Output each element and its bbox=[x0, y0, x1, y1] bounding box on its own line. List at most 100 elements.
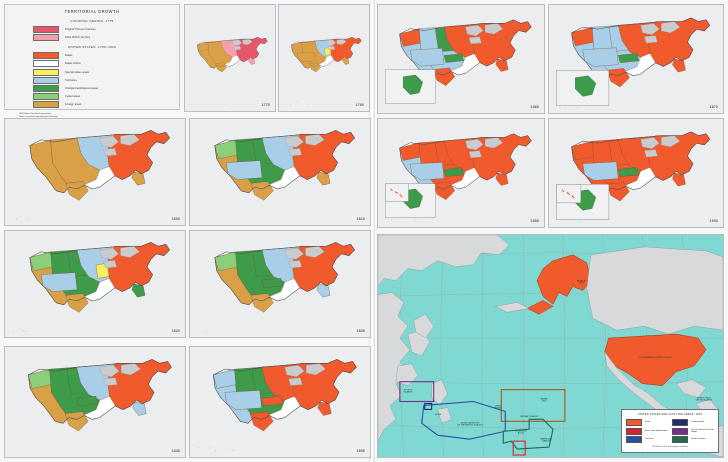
hawaii-inset bbox=[385, 183, 409, 202]
us-map-svg-1775 bbox=[187, 32, 273, 84]
map-panel-1800[interactable]: Territory of Mississippi established 179… bbox=[4, 118, 186, 226]
legend-colonial-label: Other British Territory bbox=[65, 36, 91, 40]
legend-panel: TERRITORIAL GROWTH COLONIAL PERIOD, 1775… bbox=[4, 4, 180, 138]
pacific-feature-label: AMERICAN SAMOA bbox=[540, 438, 552, 443]
map-panel-year: 1850 bbox=[356, 449, 365, 453]
legend-us-row: Special status areas bbox=[33, 68, 173, 76]
legend-us-row: Ceded areas bbox=[33, 93, 173, 101]
legend-us-label: States bbox=[65, 54, 73, 58]
map-panel-note-line: Boundaries between Great Britain and bbox=[190, 102, 223, 104]
map-panel-1870[interactable]: Alaska purchased from Russia, 1867 Indian… bbox=[548, 4, 724, 114]
pacific-feature-label: PUERTO RICO VIRGIN ISLANDS bbox=[695, 397, 713, 402]
map-panel-note: Gadsden Purchase from Mexico, 1853 bbox=[383, 107, 483, 109]
map-panel-inner: Hawaii annexed, 1898; Territory 1900 1900 bbox=[551, 121, 721, 225]
pacific-legend-item: Trust Territory of the Pacific Islands bbox=[672, 427, 714, 435]
map-panel-note-line: was begun in 1781 and completed in 1802. bbox=[284, 103, 321, 105]
pacific-outlying-areas-map[interactable]: ALASKA 1959 CONTERMINOUS UNITED STATES HAW… bbox=[377, 234, 724, 458]
map-region bbox=[261, 278, 284, 288]
legend-section-2-title: UNITED STATES, 1790–1920 bbox=[67, 45, 117, 50]
map-panel-inner: Alaska purchased from Russia, 1867 Indian… bbox=[551, 7, 721, 111]
map-panel-1810[interactable]: Louisiana Purchase from France, 1803 West… bbox=[189, 118, 371, 226]
great-lakes bbox=[326, 39, 347, 51]
map-region bbox=[225, 160, 263, 180]
great-lakes bbox=[465, 23, 504, 45]
map-panel-note-line: Territory of Indiana established 1800 bbox=[10, 219, 41, 221]
map-panel-inner: Oregon boundary settled with Great Brita… bbox=[192, 349, 368, 455]
map-panel-note-line: Disputed area of Texas purchased, 1850 bbox=[195, 451, 229, 453]
legend-colonial-row: Original Thirteen Colonies bbox=[33, 26, 173, 33]
map-panel-note-line: Louisiana Purchase from France, 1803 bbox=[195, 217, 228, 219]
map-panel-inner: Boundaries between Great Britain and Span… bbox=[187, 7, 273, 109]
us-map-svg-1790 bbox=[281, 32, 367, 84]
pacific-legend-item: Areas under administration bbox=[626, 427, 668, 435]
legend-us-swatch bbox=[33, 101, 59, 109]
map-panel-note-line: Red River Basin ceded to the United Stat… bbox=[10, 328, 52, 330]
pacific-legend: UNITED STATES AND OUTLYING AREAS, 1970 S… bbox=[621, 409, 719, 453]
map-panel-1850[interactable]: Oregon boundary settled with Great Brita… bbox=[189, 346, 371, 458]
map-panel-note-line: Oregon boundary settled with Great Brita… bbox=[195, 446, 237, 448]
map-panel-note: Territory of Mississippi established 179… bbox=[10, 218, 119, 221]
map-panel-note-line: Texas annexed, 1845 bbox=[195, 448, 213, 450]
map-panel-note: Indian Territory and Oklahoma Territory c… bbox=[383, 220, 483, 223]
map-panel-year: 1810 bbox=[356, 217, 365, 221]
pacific-feature-label: RYUKYU ISLANDS bbox=[403, 389, 413, 394]
trust-territory-claim-box bbox=[421, 400, 506, 440]
map-panel-note-line: Date of first Original States cessions bbox=[284, 100, 315, 102]
pacific-feature-label: ALASKA 1959 bbox=[576, 280, 586, 285]
map-panel-1830[interactable]: Indian Territory established, 1830 1830 bbox=[189, 230, 371, 338]
map-panel-1820[interactable]: Red River Basin ceded to the United Stat… bbox=[4, 230, 186, 338]
map-panel-year: 1860 bbox=[530, 105, 539, 109]
map-region bbox=[261, 396, 284, 407]
map-panel-1840[interactable]: Texas independent republic 1836-1845 1840 bbox=[4, 346, 186, 458]
pacific-feature-label: TRUST TERRITORY OF THE PACIFIC ISLANDS bbox=[457, 422, 483, 427]
pacific-legend-label: Trust Territory of the Pacific Islands bbox=[691, 428, 714, 433]
map-panel-note-line: West Florida annexed 1810 bbox=[195, 219, 219, 221]
great-lakes bbox=[465, 137, 504, 159]
legend-us-label: States claims bbox=[65, 62, 81, 66]
map-region bbox=[618, 167, 640, 177]
map-panel-note: Hawaii annexed, 1898; Territory 1900 bbox=[554, 221, 659, 223]
map-panel-1860[interactable]: Gadsden Purchase from Mexico, 1853 1860 bbox=[377, 4, 545, 114]
map-panel-note: Louisiana Purchase from France, 1803 West… bbox=[195, 218, 304, 221]
map-panel-inner: Gadsden Purchase from Mexico, 1853 1860 bbox=[380, 7, 542, 111]
great-lakes bbox=[232, 39, 253, 51]
map-panel-1775[interactable]: Boundaries between Great Britain and Span… bbox=[184, 4, 276, 112]
great-lakes bbox=[640, 135, 681, 158]
map-panel-note-line: Territory of Mississippi established 179… bbox=[10, 217, 44, 219]
legend-us-row: States bbox=[33, 52, 173, 60]
map-panel-inner: Date of first Original States cessions of… bbox=[281, 7, 367, 109]
legend-us-swatch bbox=[33, 76, 59, 84]
legend-note: Dates of cession/acquisition/state bound… bbox=[19, 116, 173, 119]
map-region bbox=[582, 47, 619, 67]
great-lakes bbox=[99, 363, 141, 386]
pacific-feature-label: CONTERMINOUS UNITED STATES bbox=[638, 356, 672, 359]
map-panel-note-line: State of Franklin, 1784-1788 bbox=[284, 105, 308, 107]
map-region bbox=[443, 53, 464, 63]
legend-us-label: Ceded areas bbox=[65, 95, 81, 99]
map-panel-year: 1900 bbox=[709, 219, 718, 223]
map-panel-note: Date of first Original States cessions of… bbox=[284, 101, 337, 107]
map-panel-inner: Indian Territory and Oklahoma Territory c… bbox=[380, 121, 542, 225]
great-lakes bbox=[284, 363, 326, 386]
legend-us-label: Territories bbox=[65, 78, 77, 82]
map-panel-1790[interactable]: Date of first Original States cessions of… bbox=[278, 4, 370, 112]
map-panel-note-line: Florida ceded by Spain, 1819 bbox=[10, 329, 35, 331]
legend-section-1-title: COLONIAL PERIOD, 1775 bbox=[70, 19, 114, 23]
map-panel-note: Boundaries between Great Britain and Span… bbox=[190, 102, 243, 107]
legend-us-swatch bbox=[33, 52, 59, 60]
us-map-svg-1850 bbox=[192, 349, 368, 455]
map-region bbox=[410, 162, 445, 181]
map-panel-note-line: Hawaii annexed, 1898; Territory 1900 bbox=[554, 221, 586, 223]
map-panel-note-line: Oregon Country jointly occupied with Gre… bbox=[10, 331, 52, 333]
map-panel-note: Red River Basin ceded to the United Stat… bbox=[10, 328, 119, 333]
map-panel-inner: Red River Basin ceded to the United Stat… bbox=[7, 233, 183, 335]
map-panel-1900[interactable]: Hawaii annexed, 1898; Territory 1900 1900 bbox=[548, 118, 724, 228]
pacific-legend-item: Commonwealth bbox=[672, 419, 714, 426]
pacific-legend-title: UNITED STATES AND OUTLYING AREAS, 1970 bbox=[637, 413, 703, 416]
map-panel-year: 1880 bbox=[530, 219, 539, 223]
pacific-legend-item: States bbox=[626, 419, 668, 426]
legend-us-row: Territories bbox=[33, 76, 173, 84]
pacific-legend-item: Former territories bbox=[672, 436, 714, 443]
great-lakes bbox=[99, 134, 140, 157]
map-panel-1880[interactable]: Indian Territory and Oklahoma Territory c… bbox=[377, 118, 545, 228]
